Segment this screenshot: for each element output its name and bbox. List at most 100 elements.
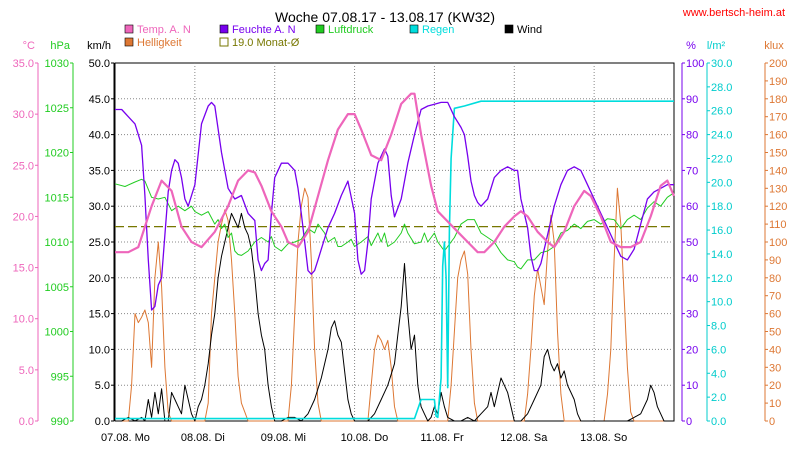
x-tick-label: 09.08. Mi bbox=[261, 432, 306, 444]
axis-tick-label-temp: 0.0 bbox=[19, 416, 34, 428]
axis-tick-label-wind: 50.0 bbox=[89, 58, 110, 70]
chart-title: Woche 07.08.17 - 13.08.17 (KW32) bbox=[275, 9, 495, 25]
axis-tick-label-bright: 200 bbox=[769, 58, 787, 70]
legend-item-rain: Regen bbox=[409, 24, 454, 36]
axis-tick-label-hum: 50 bbox=[686, 237, 698, 249]
axis-tick-label-press: 995 bbox=[51, 371, 69, 383]
axis-tick-label-wind: 30.0 bbox=[89, 201, 110, 213]
axis-tick-label-rain: 6.0 bbox=[711, 344, 726, 356]
axis-tick-label-bright: 110 bbox=[769, 219, 787, 231]
legend-label-wind: Wind bbox=[517, 24, 542, 36]
x-axis-labels: 07.08. Mo 08.08. Di 09.08. Mi 10.08. Do 11.0… bbox=[101, 432, 627, 444]
axis-tick-label-hum: 10 bbox=[686, 380, 698, 392]
source-url: www.bertsch-heim.at bbox=[682, 7, 785, 19]
axis-tick-label-press: 1030 bbox=[45, 58, 69, 70]
axis-tick-label-wind: 15.0 bbox=[89, 309, 110, 321]
axis-tick-label-bright: 150 bbox=[769, 148, 787, 160]
x-tick-label: 11.08. Fr bbox=[420, 432, 464, 444]
legend-item-avg: 19.0 Monat-Ø bbox=[219, 37, 300, 49]
legend-swatch-hum bbox=[219, 24, 229, 34]
legend-swatch-rain bbox=[409, 24, 419, 34]
legend-swatch-temp bbox=[124, 24, 134, 34]
axis-unit-wind: km/h bbox=[87, 40, 111, 52]
legend-label-temp: Temp. A. N bbox=[137, 24, 191, 36]
x-tick-label: 07.08. Mo bbox=[101, 432, 150, 444]
axis-tick-label-rain: 0.0 bbox=[711, 416, 726, 428]
axis-tick-label-bright: 130 bbox=[769, 183, 787, 195]
axis-tick-label-hum: 60 bbox=[686, 201, 698, 213]
legend-item-temp: Temp. A. N bbox=[124, 24, 191, 36]
axis-tick-label-press: 1010 bbox=[45, 237, 69, 249]
axis-tick-label-rain: 28.0 bbox=[711, 82, 732, 94]
axis-wind: km/h 0.0 5.0 10.0 15.0 20.0 25.0 30.0 35.0 40.0 45… bbox=[87, 40, 115, 428]
axis-tick-label-wind: 0.0 bbox=[95, 416, 110, 428]
x-tick-label: 13.08. So bbox=[580, 432, 627, 444]
axis-tick-label-bright: 90 bbox=[769, 255, 781, 267]
axis-tick-label-temp: 10.0 bbox=[13, 314, 34, 326]
x-tick-label: 10.08. Do bbox=[341, 432, 389, 444]
axis-tick-label-temp: 5.0 bbox=[19, 365, 34, 377]
legend-label-rain: Regen bbox=[422, 24, 454, 36]
axis-tick-label-temp: 20.0 bbox=[13, 211, 34, 223]
legend-item-hum: Feuchte A. N bbox=[219, 24, 296, 36]
axis-tick-label-rain: 14.0 bbox=[711, 249, 732, 261]
axis-tick-label-rain: 10.0 bbox=[711, 297, 732, 309]
legend-item-press: Luftdruck bbox=[315, 24, 374, 36]
axis-tick-label-rain: 22.0 bbox=[711, 153, 732, 165]
data-series bbox=[114, 92, 676, 422]
axis-hum: % 0 10 20 30 40 50 60 70 80 90 100 bbox=[681, 40, 704, 428]
axis-tick-label-temp: 25.0 bbox=[13, 160, 34, 172]
axis-tick-label-rain: 8.0 bbox=[711, 321, 726, 333]
axis-tick-label-rain: 30.0 bbox=[711, 58, 732, 70]
series-line-temp bbox=[115, 92, 676, 254]
axis-tick-label-rain: 4.0 bbox=[711, 368, 726, 380]
axis-tick-label-hum: 30 bbox=[686, 309, 698, 321]
axis-tick-label-temp: 15.0 bbox=[13, 263, 34, 275]
axis-tick-label-wind: 5.0 bbox=[95, 380, 110, 392]
axis-unit-rain: l/m² bbox=[707, 40, 726, 52]
series-line-bright bbox=[115, 187, 674, 422]
axis-tick-label-wind: 45.0 bbox=[89, 94, 110, 106]
axis-tick-label-temp: 30.0 bbox=[13, 109, 34, 121]
axis-tick-label-rain: 24.0 bbox=[711, 130, 732, 142]
legend-item-wind: Wind bbox=[504, 24, 542, 36]
axis-tick-label-bright: 10 bbox=[769, 398, 781, 410]
axis-tick-label-bright: 60 bbox=[769, 309, 781, 321]
axes: °C 0.0 5.0 10.0 15.0 20.0 25.0 30.0 35.0 hPa 990 99… bbox=[13, 40, 788, 428]
axis-tick-label-hum: 40 bbox=[686, 273, 698, 285]
axis-tick-label-press: 1005 bbox=[45, 282, 69, 294]
axis-unit-hum: % bbox=[686, 40, 696, 52]
axis-tick-label-bright: 160 bbox=[769, 130, 787, 142]
legend-swatch-wind bbox=[504, 24, 514, 34]
series-line-hum bbox=[115, 101, 674, 311]
legend-swatch-avg bbox=[219, 37, 229, 47]
axis-tick-label-rain: 18.0 bbox=[711, 201, 732, 213]
axis-tick-label-wind: 20.0 bbox=[89, 273, 110, 285]
axis-tick-label-wind: 25.0 bbox=[89, 237, 110, 249]
legend-swatch-press bbox=[315, 24, 325, 34]
axis-tick-label-hum: 0 bbox=[686, 416, 692, 428]
axis-tick-label-rain: 26.0 bbox=[711, 106, 732, 118]
axis-tick-label-rain: 20.0 bbox=[711, 177, 732, 189]
axis-tick-label-rain: 12.0 bbox=[711, 273, 732, 285]
series-line-press bbox=[114, 178, 675, 270]
axis-unit-temp: °C bbox=[23, 40, 35, 52]
axis-tick-label-press: 1025 bbox=[45, 103, 69, 115]
axis-tick-label-hum: 80 bbox=[686, 130, 698, 142]
axis-tick-label-hum: 100 bbox=[686, 58, 704, 70]
series-line-wind bbox=[115, 212, 674, 422]
axis-tick-label-bright: 170 bbox=[769, 112, 787, 124]
axis-tick-label-press: 1015 bbox=[45, 192, 69, 204]
axis-tick-label-press: 990 bbox=[51, 416, 69, 428]
x-tick-label: 12.08. Sa bbox=[500, 432, 548, 444]
plot-grid bbox=[114, 62, 675, 422]
axis-unit-press: hPa bbox=[50, 40, 70, 52]
axis-temp: °C 0.0 5.0 10.0 15.0 20.0 25.0 30.0 35.0 bbox=[13, 40, 39, 428]
x-tick-label: 08.08. Di bbox=[181, 432, 225, 444]
axis-tick-label-bright: 190 bbox=[769, 76, 787, 88]
axis-tick-label-bright: 50 bbox=[769, 327, 781, 339]
axis-tick-label-bright: 70 bbox=[769, 291, 781, 303]
axis-tick-label-bright: 20 bbox=[769, 380, 781, 392]
axis-press: hPa 990 995 1000 1005 1010 1015 1020 1025 1030 bbox=[45, 40, 74, 428]
